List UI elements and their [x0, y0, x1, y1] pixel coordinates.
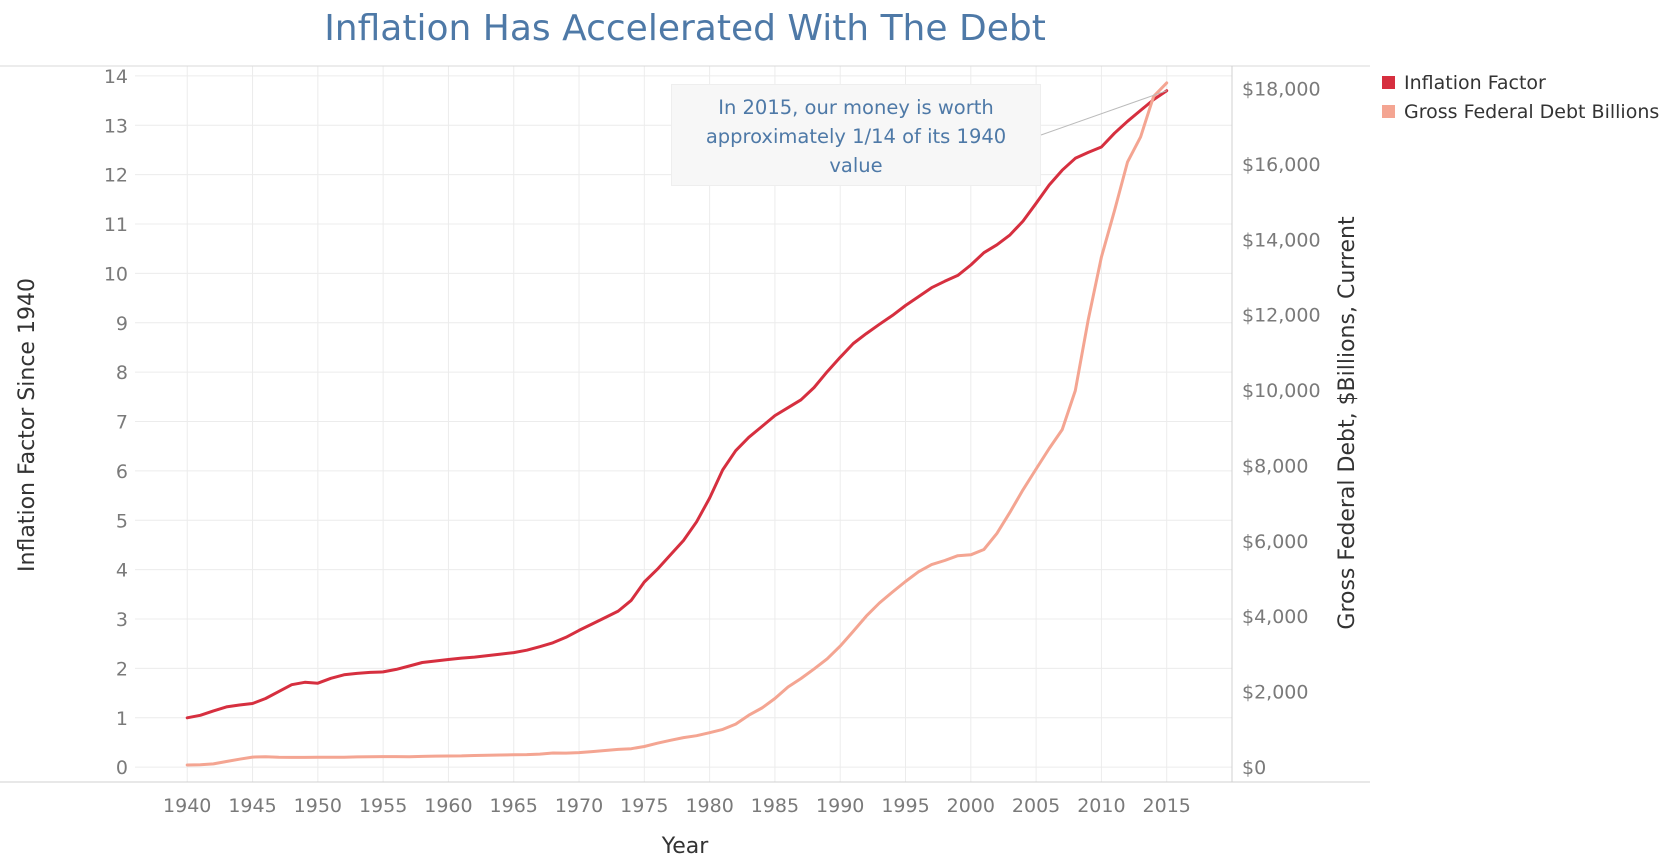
- x-tick-label: 1960: [424, 795, 472, 817]
- x-tick-label: 1950: [294, 795, 342, 817]
- legend-item-debt[interactable]: Gross Federal Debt Billions: [1382, 97, 1659, 126]
- right-y-tick-label: $14,000: [1242, 229, 1321, 251]
- annotation-line-1: In 2015, our money is worth: [718, 96, 994, 119]
- x-tick-label: 2015: [1143, 795, 1191, 817]
- x-tick-label: 1945: [228, 795, 276, 817]
- left-y-tick-label: 8: [116, 362, 128, 384]
- left-y-tick-label: 13: [104, 115, 128, 137]
- legend-swatch-debt: [1382, 105, 1395, 118]
- right-y-axis-title: Gross Federal Debt, $Billions, Current: [1335, 216, 1360, 630]
- left-y-tick-label: 11: [104, 214, 128, 236]
- left-y-tick-label: 14: [104, 66, 128, 88]
- annotation-leader-line: [1040, 90, 1167, 136]
- legend-label-inflation: Inflation Factor: [1404, 71, 1546, 94]
- right-y-tick-label: $0: [1242, 757, 1266, 779]
- right-y-tick-label: $2,000: [1242, 682, 1308, 704]
- left-y-tick-label: 5: [116, 510, 128, 532]
- x-tick-label: 2005: [1012, 795, 1060, 817]
- x-tick-label: 1965: [490, 795, 538, 817]
- left-y-tick-label: 12: [104, 165, 128, 187]
- left-y-tick-label: 4: [116, 560, 128, 582]
- right-y-tick-label: $10,000: [1242, 380, 1321, 402]
- left-y-axis-title: Inflation Factor Since 1940: [15, 278, 40, 572]
- x-tick-label: 1940: [163, 795, 211, 817]
- series-line-gross-federal-debt: [185, 81, 1169, 767]
- left-y-tick-label: 6: [116, 461, 128, 483]
- x-tick-label: 2010: [1077, 795, 1125, 817]
- left-y-tick-label: 7: [116, 412, 128, 434]
- left-y-tick-label: 0: [116, 757, 128, 779]
- axis-frame: [0, 65, 1370, 783]
- x-tick-label: 1985: [751, 795, 799, 817]
- x-tick-label: 1990: [816, 795, 864, 817]
- series-line-inflation-factor: [185, 89, 1169, 720]
- tick-labels: 1940 1945 1950 1955 1960 1965 1970 1975 1980 1985…: [104, 66, 1321, 817]
- legend-label-debt: Gross Federal Debt Billions: [1404, 100, 1660, 123]
- chart-title: Inflation Has Accelerated With The Debt: [324, 8, 1046, 49]
- left-y-tick-label: 2: [116, 658, 128, 680]
- series-layer: [185, 81, 1169, 767]
- x-tick-label: 1995: [881, 795, 929, 817]
- left-y-tick-label: 10: [104, 263, 128, 285]
- x-tick-label: 2000: [947, 795, 995, 817]
- legend: Inflation Factor Gross Federal Debt Bill…: [1382, 68, 1659, 126]
- x-tick-label: 1970: [555, 795, 603, 817]
- left-y-tick-label: 3: [116, 609, 128, 631]
- annotation-line-3: value: [829, 154, 883, 177]
- right-y-tick-label: $16,000: [1242, 154, 1321, 176]
- x-axis-title: Year: [661, 834, 710, 859]
- right-y-tick-label: $12,000: [1242, 305, 1321, 327]
- x-tick-label: 1975: [620, 795, 668, 817]
- annotation-line-2: approximately 1/14 of its 1940: [705, 125, 1007, 148]
- x-tick-label: 1980: [685, 795, 733, 817]
- right-y-tick-label: $8,000: [1242, 455, 1308, 477]
- right-y-tick-label: $18,000: [1242, 79, 1321, 101]
- right-y-tick-label: $6,000: [1242, 531, 1308, 553]
- legend-swatch-inflation: [1382, 76, 1395, 89]
- left-y-tick-label: 1: [116, 708, 128, 730]
- x-tick-label: 1955: [359, 795, 407, 817]
- annotation-callout: In 2015, our money is worth approximatel…: [671, 84, 1041, 186]
- left-y-tick-label: 9: [116, 313, 128, 335]
- legend-item-inflation[interactable]: Inflation Factor: [1382, 68, 1659, 97]
- right-y-tick-label: $4,000: [1242, 606, 1308, 628]
